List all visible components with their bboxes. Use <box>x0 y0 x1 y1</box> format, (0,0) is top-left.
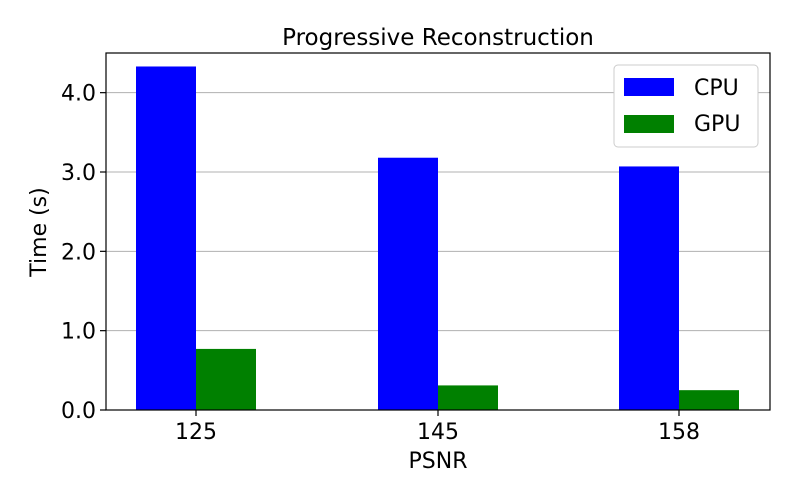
y-tick-label: 4.0 <box>61 82 96 107</box>
legend-swatch-gpu <box>624 115 674 133</box>
legend-label-gpu: GPU <box>694 112 740 137</box>
y-tick-label: 3.0 <box>61 161 96 186</box>
x-tick-label: 125 <box>175 420 217 445</box>
y-axis-ticks: 0.0 1.0 2.0 3.0 4.0 <box>61 82 106 424</box>
bar-cpu-158 <box>619 166 679 410</box>
x-axis-ticks: 125 145 158 <box>175 410 700 445</box>
bars <box>136 66 739 410</box>
x-tick-label: 158 <box>658 420 700 445</box>
legend-label-cpu: CPU <box>694 76 739 101</box>
chart-title: Progressive Reconstruction <box>282 25 594 51</box>
legend: CPU GPU <box>613 64 759 148</box>
bar-cpu-145 <box>378 157 438 410</box>
y-tick-label: 1.0 <box>61 320 96 345</box>
bar-gpu-145 <box>438 385 498 410</box>
x-axis-label: PSNR <box>409 449 468 474</box>
bar-gpu-158 <box>679 390 739 410</box>
y-tick-label: 2.0 <box>61 240 96 265</box>
bar-gpu-125 <box>196 348 256 410</box>
y-tick-label: 0.0 <box>61 399 96 424</box>
bar-cpu-125 <box>136 66 196 410</box>
x-tick-label: 145 <box>417 420 459 445</box>
y-axis-label: Time (s) <box>27 187 52 277</box>
legend-swatch-cpu <box>624 78 674 96</box>
